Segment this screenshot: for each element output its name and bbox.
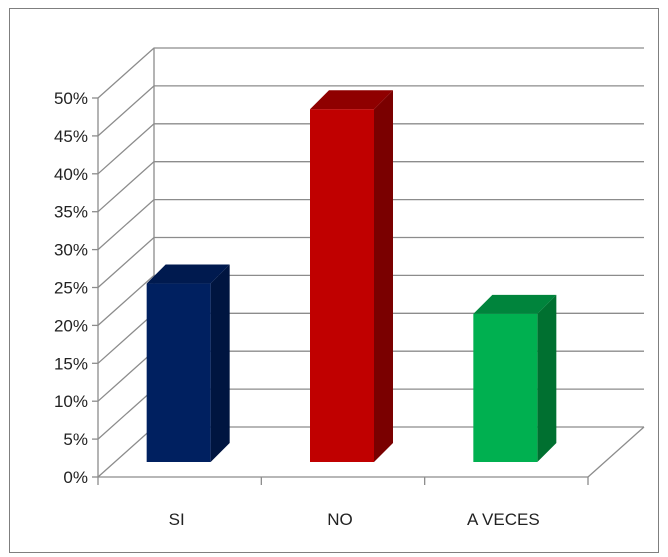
y-tick-label: 15% — [54, 354, 88, 373]
y-tick-label: 20% — [54, 316, 88, 335]
x-tick-label: NO — [327, 510, 353, 529]
bar-front — [310, 109, 374, 462]
bar-side — [537, 295, 556, 462]
y-tick-label: 5% — [63, 430, 88, 449]
bars — [147, 90, 557, 462]
x-tick-label: SI — [169, 510, 185, 529]
y-tick-label: 40% — [54, 165, 88, 184]
bar-si — [147, 265, 230, 462]
y-tick-label: 35% — [54, 203, 88, 222]
bar-front — [147, 284, 211, 462]
bar-front — [473, 314, 537, 462]
y-tick-label: 30% — [54, 241, 88, 260]
bar-no — [310, 90, 393, 462]
y-tick-label: 0% — [63, 468, 88, 487]
x-tick-label: A VECES — [467, 510, 540, 529]
bar-a-veces — [473, 295, 556, 462]
y-tick-label: 50% — [54, 89, 88, 108]
labels: 0% 5% 10% 15% 20% 25% 30% 35% 40% 45% 50% SI NO A VEC… — [54, 89, 540, 529]
bar-side — [211, 265, 230, 462]
bar-side — [374, 90, 393, 462]
y-tick-label: 25% — [54, 279, 88, 298]
y-tick-label: 10% — [54, 392, 88, 411]
y-tick-label: 45% — [54, 127, 88, 146]
floor-right-edge — [588, 427, 644, 477]
